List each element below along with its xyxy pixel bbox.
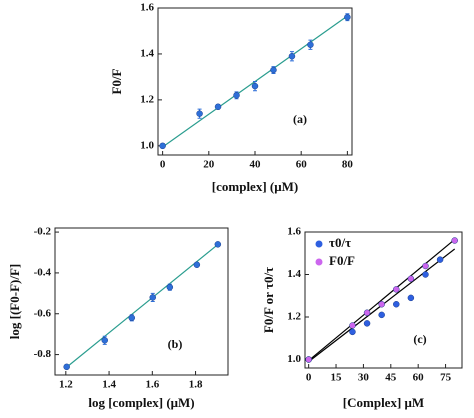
legend-label: F0/F xyxy=(329,253,355,268)
data-point xyxy=(378,311,385,319)
y-axis-title: log [(F0-F)/F] xyxy=(7,264,22,339)
data-point xyxy=(214,103,222,111)
data-point xyxy=(393,301,400,308)
plot-frame xyxy=(54,227,229,376)
x-tick-label: 1.4 xyxy=(102,379,116,391)
x-tick-label: 40 xyxy=(250,159,262,171)
x-tick-label: 75 xyxy=(440,372,452,384)
legend-label: τ0/τ xyxy=(329,235,351,250)
y-tick-label: 1.6 xyxy=(140,2,154,14)
annotation: (c) xyxy=(413,332,426,346)
plot-frame xyxy=(304,231,463,369)
data-point xyxy=(422,262,429,270)
x-tick-label: 15 xyxy=(331,372,343,384)
data-point xyxy=(196,110,203,117)
data-point xyxy=(101,337,108,344)
data-point xyxy=(288,52,296,60)
x-axis-title: [Complex] μM xyxy=(343,395,424,410)
data-point xyxy=(451,237,458,244)
data-point xyxy=(270,66,277,74)
x-tick-label: 0 xyxy=(306,372,312,384)
x-tick-label: 0 xyxy=(160,159,166,171)
x-tick-label: 30 xyxy=(358,372,370,384)
legend-marker xyxy=(315,258,323,266)
y-axis-title: F0/F or τ0/τ xyxy=(261,267,276,333)
y-tick-label: 1.4 xyxy=(140,47,154,59)
x-axis-title: [complex] (μM) xyxy=(212,179,298,194)
data-point xyxy=(149,294,156,301)
x-tick-label: 45 xyxy=(385,372,397,384)
data-point xyxy=(407,294,415,302)
annotation: (b) xyxy=(168,337,183,351)
data-point xyxy=(159,142,166,150)
data-point xyxy=(305,356,312,363)
x-tick-label: 20 xyxy=(203,159,215,171)
data-point xyxy=(214,241,222,248)
x-tick-label: 1.8 xyxy=(189,379,203,391)
y-tick-label: 1.6 xyxy=(287,226,301,238)
data-point xyxy=(166,283,174,291)
data-point xyxy=(251,82,259,90)
data-point xyxy=(349,322,356,329)
y-tick-label: 1.4 xyxy=(287,268,301,280)
x-tick-label: 60 xyxy=(413,372,425,384)
fit-line xyxy=(308,238,456,362)
y-tick-label: -0.6 xyxy=(34,307,52,319)
data-point xyxy=(363,320,371,327)
data-point xyxy=(63,363,70,371)
annotation: (a) xyxy=(293,112,307,126)
x-tick-label: 60 xyxy=(296,159,308,171)
y-tick-label: 1.2 xyxy=(287,311,301,323)
data-point xyxy=(436,256,444,263)
data-point xyxy=(393,286,400,293)
data-point xyxy=(344,13,351,21)
y-tick-label: 1.0 xyxy=(140,139,154,151)
data-point xyxy=(378,301,385,308)
x-tick-label: 1.6 xyxy=(145,379,159,391)
data-point xyxy=(233,92,240,99)
data-point xyxy=(307,41,314,48)
legend-marker xyxy=(315,240,323,248)
x-axis-title: log [complex] (μM) xyxy=(88,395,194,410)
data-point xyxy=(349,328,356,336)
data-point xyxy=(128,314,136,322)
y-tick-label: 1.0 xyxy=(287,353,301,365)
data-point xyxy=(193,261,201,268)
data-point xyxy=(422,271,429,278)
y-tick-label: -0.4 xyxy=(34,266,52,278)
y-axis-title: F0/F xyxy=(109,68,124,94)
data-point xyxy=(407,275,415,282)
x-tick-label: 1.2 xyxy=(59,379,73,391)
x-tick-label: 80 xyxy=(342,159,354,171)
data-point xyxy=(363,309,371,316)
y-tick-label: -0.2 xyxy=(34,226,52,238)
y-tick-label: -0.8 xyxy=(34,348,52,360)
y-tick-label: 1.2 xyxy=(140,93,154,105)
